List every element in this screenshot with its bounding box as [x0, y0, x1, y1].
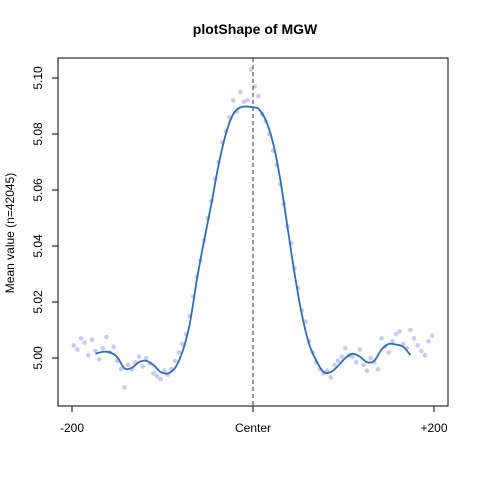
scatter-point [151, 371, 156, 376]
scatter-point [154, 373, 160, 379]
y-tick-label: 5.02 [31, 290, 45, 314]
scatter-point [361, 362, 366, 368]
scatter-point [408, 327, 413, 333]
smoothed-series-line [95, 105, 412, 375]
scatter-point [350, 354, 355, 359]
scatter-point [230, 98, 236, 103]
x-tick-label: -200 [60, 421, 84, 435]
scatter-point [422, 352, 428, 358]
scatter-point [85, 352, 91, 358]
y-tick-label: 5.00 [31, 346, 45, 370]
scatter-point [375, 366, 381, 372]
scatter-point [245, 98, 250, 103]
scatter-point [364, 368, 370, 373]
scatter-point [162, 368, 167, 373]
x-axis: -200 Center +200 [60, 405, 448, 435]
scatter-point [426, 338, 431, 344]
scatter-point [386, 350, 392, 355]
x-tick-label: +200 [420, 421, 447, 435]
y-axis-label: Mean value (n=42045) [3, 173, 17, 293]
y-tick-label: 5.08 [31, 122, 45, 146]
scatter-point [71, 343, 77, 348]
scatter-point [252, 84, 258, 89]
chart-title: plotShape of MGW [193, 21, 318, 37]
scatter-point [125, 362, 131, 368]
scatter-point [122, 385, 127, 390]
x-tick-label: Center [235, 421, 271, 435]
scatter-point [256, 93, 261, 99]
scatter-point [248, 67, 254, 72]
scatter-point [93, 348, 98, 354]
y-tick-label: 5.04 [31, 234, 45, 258]
scatter-point [419, 348, 424, 354]
scatter-point [111, 344, 116, 350]
scatter-point [100, 345, 106, 351]
scatter-point [335, 358, 341, 364]
y-axis: 5.00 5.02 5.04 5.06 5.08 5.10 [31, 66, 58, 370]
scatter-point [75, 347, 80, 352]
scatter-point [143, 355, 149, 361]
scatter-point [180, 341, 185, 347]
scatter-point [89, 337, 95, 343]
scatter-point [411, 336, 417, 341]
scatter-point [104, 334, 109, 340]
scatter-point [390, 338, 395, 344]
y-tick-label: 5.06 [31, 178, 45, 202]
scatter-point [415, 343, 421, 348]
scatter-point [118, 366, 124, 372]
scatter-point [82, 340, 87, 345]
scatter-point [78, 336, 84, 341]
scatter-point [368, 355, 373, 361]
scatter-point [96, 357, 102, 362]
scatter-point [172, 358, 178, 364]
scatter-point [379, 336, 384, 341]
scatter-point [176, 350, 182, 355]
scatter-point [328, 375, 334, 380]
scatter-point [158, 376, 163, 382]
scatter-point [393, 331, 399, 337]
scatter-point [357, 347, 363, 352]
scatter-point [136, 354, 142, 359]
scatter-point [238, 89, 243, 95]
scatter-point [429, 333, 435, 338]
scatter-point [332, 362, 337, 368]
scatter-point [241, 99, 247, 105]
scatter-point [140, 364, 145, 369]
y-tick-label: 5.10 [31, 66, 45, 90]
scatter-point [353, 359, 359, 365]
scatter-point [324, 368, 330, 373]
scatter-point [397, 329, 402, 334]
scatter-point [339, 354, 344, 359]
scatter-point [343, 345, 348, 351]
